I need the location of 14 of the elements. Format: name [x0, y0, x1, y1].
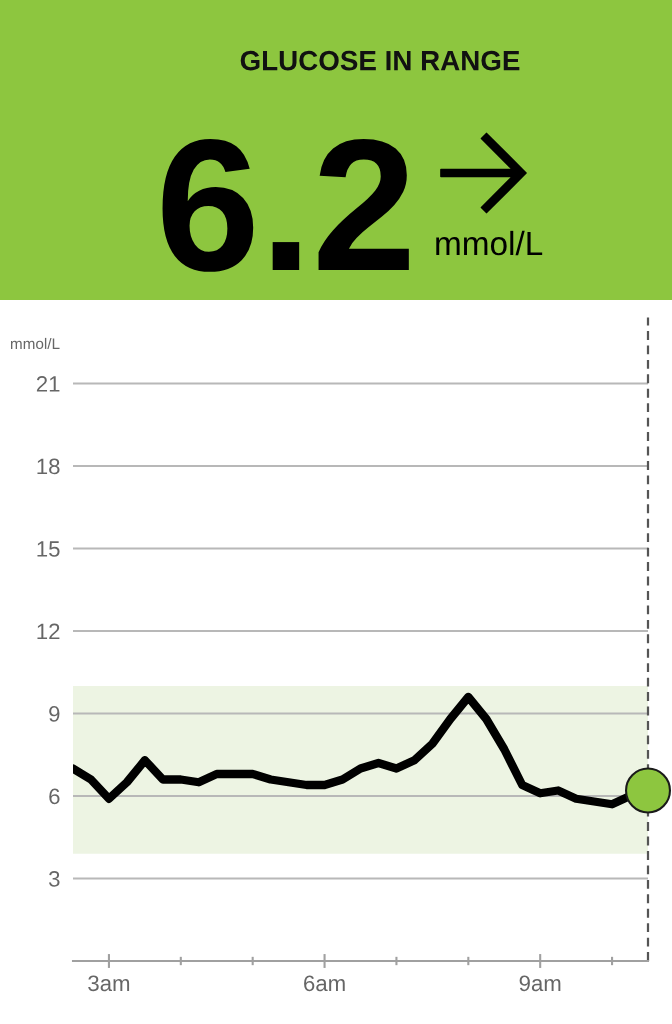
y-tick-label: 3: [48, 871, 60, 887]
y-tick-label: 15: [37, 541, 60, 557]
text: 6.2: [162, 139, 409, 272]
y-tick-label: 6: [49, 788, 60, 805]
x-tick-label: 9am: [519, 975, 561, 992]
y-tick-label: 9: [49, 706, 60, 722]
y-tick-label: 12: [37, 623, 60, 640]
x-tick-label: 3am: [88, 975, 130, 992]
x-tick-label: 6am: [304, 975, 345, 992]
y-tick-label: 18: [37, 458, 60, 475]
y-axis-title: mmol/L: [10, 337, 60, 350]
chart-title: GLUCOSE IN RANGE: [240, 50, 520, 71]
y-tick-label: 21: [36, 376, 60, 392]
text: mmol/L: [436, 230, 543, 256]
